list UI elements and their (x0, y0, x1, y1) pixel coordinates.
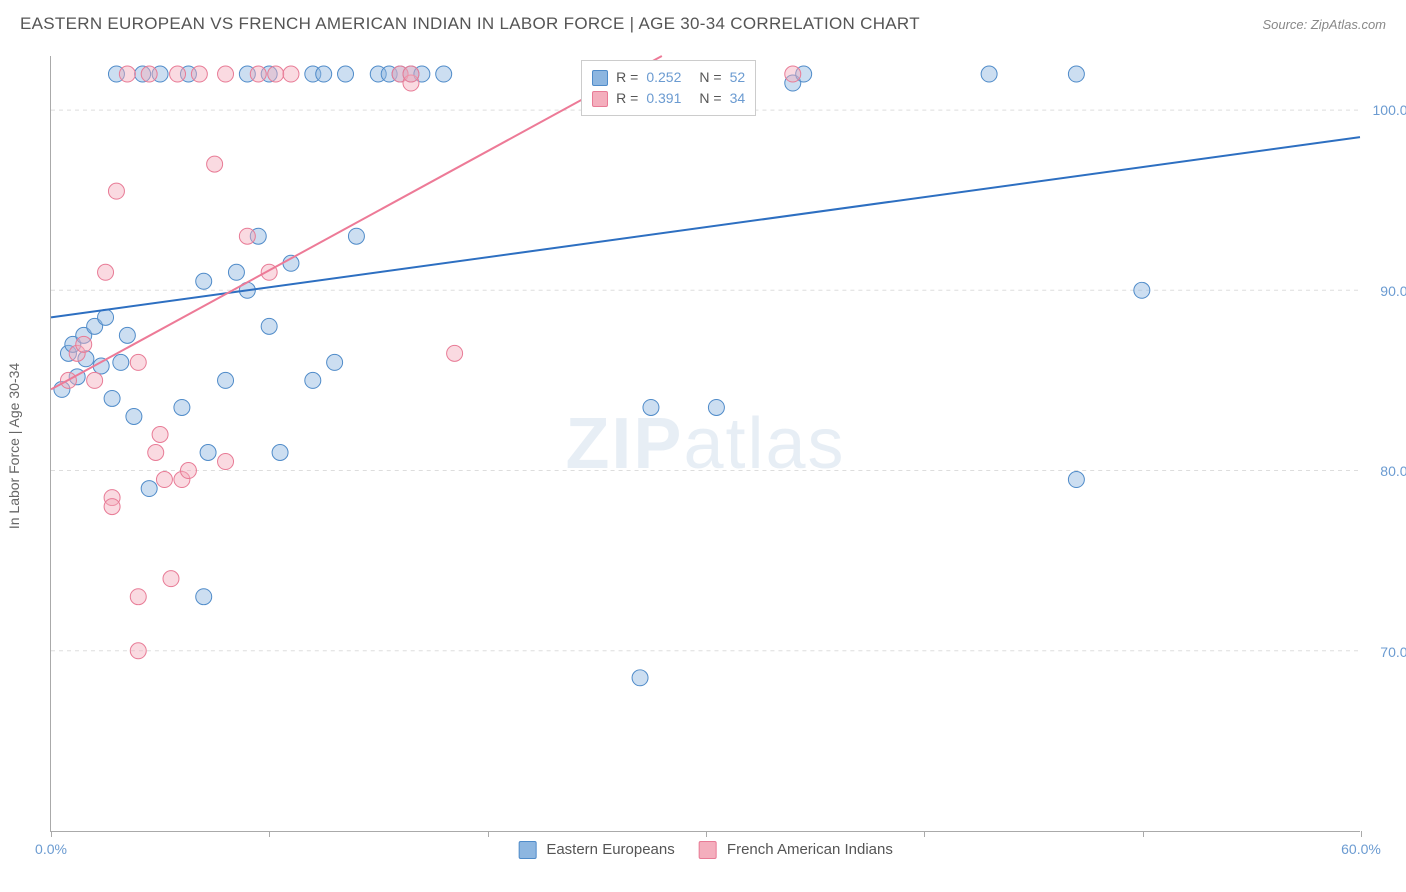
data-point (785, 66, 801, 82)
data-point (268, 66, 284, 82)
stats-n-label: N = (699, 88, 721, 109)
stats-legend: R = 0.252 N = 52 R = 0.391 N = 34 (581, 60, 756, 116)
xtick-mark (706, 831, 707, 837)
trend-line (51, 56, 662, 389)
data-point (163, 571, 179, 587)
data-point (152, 426, 168, 442)
data-point (447, 345, 463, 361)
xtick-label: 60.0% (1341, 841, 1381, 857)
legend-item-1: French American Indians (699, 841, 893, 859)
legend-item-0: Eastern Europeans (518, 841, 675, 859)
data-point (126, 408, 142, 424)
data-point (148, 445, 164, 461)
data-point (130, 589, 146, 605)
data-point (1068, 66, 1084, 82)
source-label: Source: ZipAtlas.com (1262, 17, 1386, 32)
data-point (348, 228, 364, 244)
stats-n-1: 34 (730, 88, 746, 109)
plot-area: ZIPatlas 70.0%80.0%90.0%100.0% 0.0%60.0%… (50, 56, 1360, 832)
chart-svg (51, 56, 1360, 831)
stats-r-0: 0.252 (646, 67, 681, 88)
data-point (196, 273, 212, 289)
data-point (632, 670, 648, 686)
data-point (1068, 472, 1084, 488)
data-point (1134, 282, 1150, 298)
series-0-swatch (592, 70, 608, 86)
data-point (403, 66, 419, 82)
legend-swatch-1 (699, 841, 717, 859)
data-point (141, 481, 157, 497)
data-point (316, 66, 332, 82)
xtick-mark (269, 831, 270, 837)
data-point (261, 318, 277, 334)
series-1-swatch (592, 91, 608, 107)
data-point (130, 643, 146, 659)
data-point (228, 264, 244, 280)
data-point (196, 589, 212, 605)
data-point (305, 372, 321, 388)
ytick-label: 90.0% (1370, 283, 1406, 299)
data-point (130, 354, 146, 370)
title-bar: EASTERN EUROPEAN VS FRENCH AMERICAN INDI… (20, 14, 1386, 34)
data-point (981, 66, 997, 82)
data-point (119, 327, 135, 343)
xtick-mark (924, 831, 925, 837)
xtick-mark (1361, 831, 1362, 837)
data-point (119, 66, 135, 82)
stats-r-label: R = (616, 67, 638, 88)
data-point (76, 336, 92, 352)
data-point (218, 372, 234, 388)
data-point (436, 66, 452, 82)
data-point (643, 399, 659, 415)
chart-title: EASTERN EUROPEAN VS FRENCH AMERICAN INDI… (20, 14, 920, 34)
data-point (250, 66, 266, 82)
data-point (218, 454, 234, 470)
data-point (218, 66, 234, 82)
data-point (104, 390, 120, 406)
legend-swatch-0 (518, 841, 536, 859)
data-point (170, 66, 186, 82)
data-point (141, 66, 157, 82)
xtick-mark (488, 831, 489, 837)
ytick-label: 80.0% (1370, 463, 1406, 479)
xtick-label: 0.0% (35, 841, 67, 857)
stats-row-1: R = 0.391 N = 34 (592, 88, 745, 109)
data-point (239, 228, 255, 244)
data-point (200, 445, 216, 461)
data-point (708, 399, 724, 415)
data-point (191, 66, 207, 82)
stats-n-0: 52 (730, 67, 746, 88)
data-point (272, 445, 288, 461)
data-point (98, 264, 114, 280)
data-point (283, 66, 299, 82)
ytick-label: 100.0% (1370, 102, 1406, 118)
stats-row-0: R = 0.252 N = 52 (592, 67, 745, 88)
xtick-mark (51, 831, 52, 837)
legend-label-1: French American Indians (727, 841, 893, 858)
yaxis-label: In Labor Force | Age 30-34 (6, 363, 22, 529)
data-point (207, 156, 223, 172)
data-point (98, 309, 114, 325)
data-point (113, 354, 129, 370)
bottom-legend: Eastern Europeans French American Indian… (518, 841, 893, 859)
data-point (156, 472, 172, 488)
stats-r-1: 0.391 (646, 88, 681, 109)
data-point (180, 463, 196, 479)
data-point (87, 372, 103, 388)
stats-r-label: R = (616, 88, 638, 109)
stats-n-label: N = (699, 67, 721, 88)
xtick-mark (1143, 831, 1144, 837)
data-point (174, 399, 190, 415)
legend-label-0: Eastern Europeans (546, 841, 674, 858)
data-point (327, 354, 343, 370)
data-point (338, 66, 354, 82)
ytick-label: 70.0% (1370, 644, 1406, 660)
data-point (104, 499, 120, 515)
data-point (108, 183, 124, 199)
